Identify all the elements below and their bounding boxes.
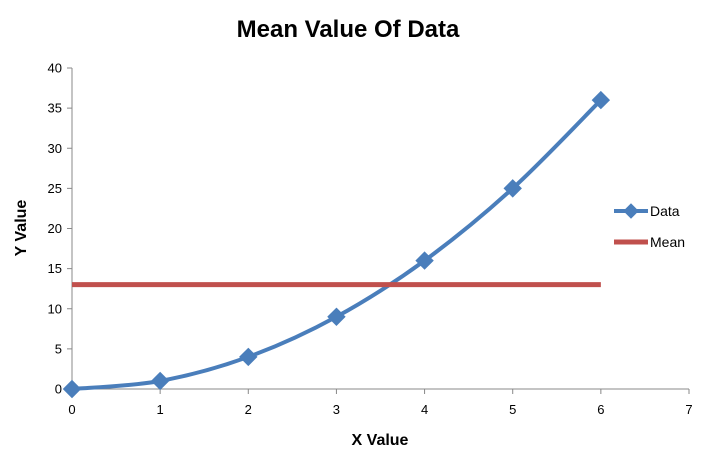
y-tick-label: 40 (48, 61, 62, 76)
x-tick-label: 3 (333, 402, 340, 417)
legend: Data Mean (614, 203, 685, 250)
x-tick-label: 1 (157, 402, 164, 417)
y-tick-label: 20 (48, 221, 62, 236)
y-tick-label: 35 (48, 101, 62, 116)
data-point-marker (327, 307, 346, 326)
y-tick-label: 0 (55, 382, 62, 397)
y-tick-label: 25 (48, 181, 62, 196)
legend-data-marker (623, 203, 639, 219)
x-tick-label: 7 (685, 402, 692, 417)
y-axis-label: Y Value (13, 200, 30, 257)
axes-layer: 0 5 10 15 20 25 30 35 40 0 1 2 3 4 5 6 7 (48, 61, 693, 418)
legend-mean-label: Mean (650, 234, 685, 250)
chart-title: Mean Value Of Data (237, 16, 460, 43)
data-point-marker (150, 371, 170, 391)
x-tick-label: 0 (68, 402, 75, 417)
y-tick-label: 10 (48, 301, 62, 316)
y-tick-label: 5 (55, 341, 62, 356)
x-tick-label: 2 (245, 402, 252, 417)
x-tick-label: 5 (509, 402, 516, 417)
data-point-marker (239, 347, 258, 367)
x-axis-label: X Value (352, 432, 409, 449)
data-series-line (70, 98, 603, 391)
y-tick-label: 30 (48, 141, 62, 156)
data-point-marker (415, 251, 434, 270)
data-point-marker (591, 90, 611, 110)
series-layer (62, 90, 611, 399)
data-point-marker (62, 379, 82, 399)
y-tick-label: 15 (48, 261, 62, 276)
x-tick-label: 4 (421, 402, 428, 417)
x-tick-label: 6 (597, 402, 604, 417)
data-point-marker (503, 179, 522, 198)
legend-data-label: Data (650, 203, 680, 219)
